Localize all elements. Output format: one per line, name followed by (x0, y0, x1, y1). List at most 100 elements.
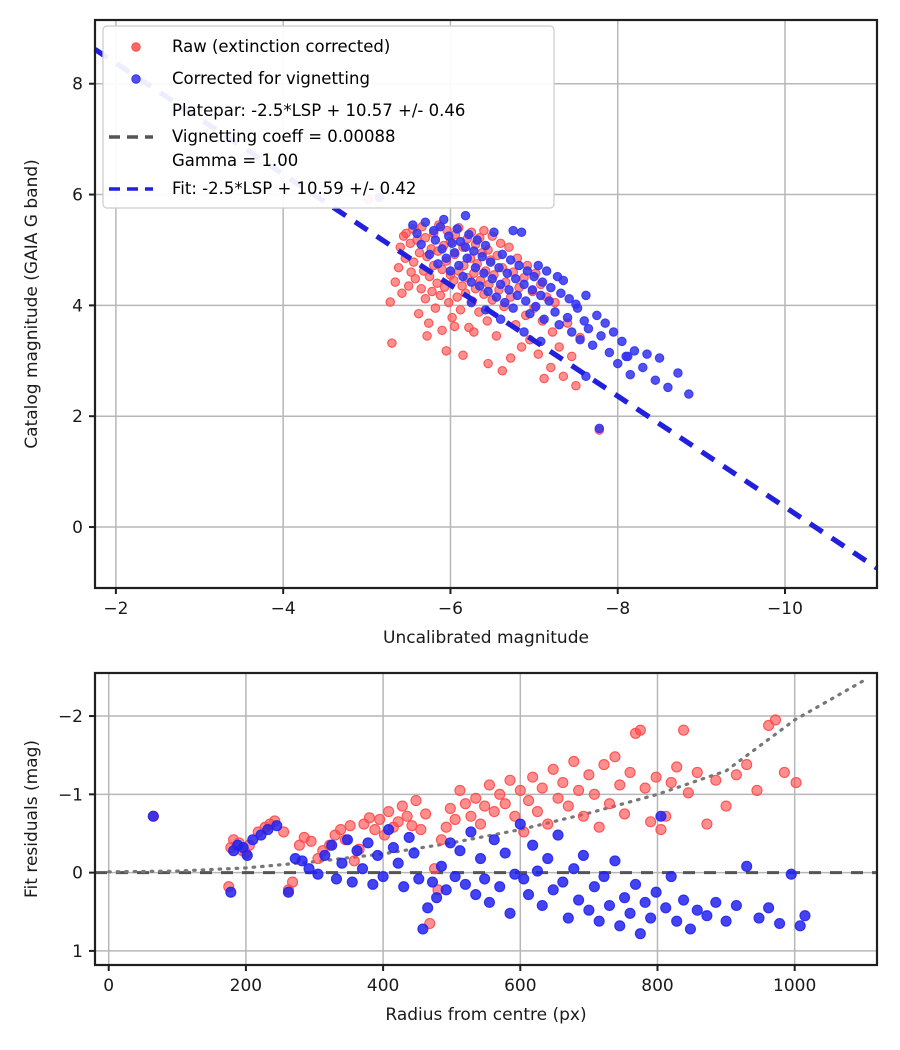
data-point (505, 353, 516, 363)
data-point (485, 257, 496, 267)
data-point (730, 769, 742, 781)
data-point (282, 886, 294, 898)
data-point (678, 724, 690, 736)
data-point (341, 834, 353, 846)
data-point (385, 297, 395, 307)
data-point (531, 301, 541, 312)
data-point (598, 759, 610, 771)
data-point (363, 812, 375, 824)
data-point (444, 297, 454, 308)
legend-entry-label: Fit: -2.5*LSP + 10.59 +/- 0.42 (172, 179, 416, 198)
data-point (422, 902, 434, 914)
data-point (362, 837, 374, 849)
data-point (751, 784, 763, 796)
data-point (469, 246, 479, 256)
y-axis-label: Catalog magnitude (GAIA G band) (22, 159, 42, 449)
data-point (319, 849, 331, 861)
data-point (573, 784, 585, 796)
data-point (527, 285, 538, 295)
data-point (447, 238, 457, 249)
legend-entry-label: Raw (extinction corrected) (172, 37, 390, 56)
data-point (678, 894, 690, 906)
data-point (336, 857, 348, 869)
data-point (593, 821, 605, 833)
data-point (603, 899, 616, 912)
data-point (741, 759, 753, 771)
data-point (547, 327, 558, 337)
data-point (470, 262, 481, 273)
data-point (406, 267, 416, 277)
data-point (483, 286, 493, 297)
data-point (639, 896, 651, 908)
data-point (454, 784, 466, 796)
data-point (440, 884, 452, 896)
data-point (430, 303, 441, 313)
data-point (604, 347, 615, 358)
data-point (665, 777, 677, 789)
data-point (500, 297, 510, 308)
data-point (444, 802, 456, 814)
data-point (684, 923, 696, 935)
data-point (479, 873, 491, 885)
data-point (710, 774, 722, 786)
data-point (494, 788, 506, 800)
data-point (387, 842, 399, 854)
data-point (335, 824, 347, 836)
data-point (519, 279, 529, 290)
data-point (799, 910, 811, 922)
data-point (420, 217, 431, 228)
data-point (312, 868, 324, 880)
data-point (489, 227, 499, 237)
data-point (609, 855, 621, 867)
data-point (459, 798, 471, 810)
data-point (542, 852, 554, 865)
data-point (356, 863, 369, 875)
data-point (638, 362, 648, 373)
data-point (271, 820, 283, 832)
data-point (785, 868, 797, 880)
data-point (504, 907, 516, 919)
data-point (583, 769, 595, 781)
data-point (753, 912, 765, 924)
data-point (629, 878, 642, 890)
data-point (542, 818, 554, 830)
data-point (303, 863, 315, 875)
data-point (410, 795, 422, 807)
x-axis-label: Radius from centre (px) (385, 1005, 586, 1025)
data-point (487, 274, 498, 284)
data-point (624, 907, 636, 919)
legend: Raw (extinction corrected) Corrected for … (102, 25, 555, 209)
data-point (412, 228, 422, 239)
data-point (330, 873, 343, 885)
data-point (710, 896, 722, 908)
data-point (293, 839, 305, 851)
data-point (483, 779, 495, 791)
data-point (625, 369, 636, 380)
data-point (527, 839, 539, 851)
data-point (645, 912, 657, 924)
data-point (420, 808, 432, 820)
data-point (466, 277, 477, 287)
data-point (720, 915, 732, 927)
data-point (346, 876, 358, 888)
data-point (634, 724, 646, 736)
data-point (516, 342, 527, 352)
data-point (278, 826, 290, 838)
data-point (572, 303, 583, 313)
data-point (531, 806, 544, 818)
data-point (614, 920, 626, 932)
x-tick-label: −4 (271, 599, 296, 619)
data-point (634, 928, 646, 940)
data-point (494, 262, 504, 273)
data-point (639, 782, 651, 794)
data-point (531, 865, 544, 877)
data-point (408, 847, 420, 859)
data-point (410, 274, 421, 284)
data-point (396, 800, 408, 812)
panel-frame (93, 18, 879, 590)
data-point (527, 771, 539, 783)
data-point (447, 312, 457, 323)
x-tick-label: 0 (103, 976, 114, 996)
